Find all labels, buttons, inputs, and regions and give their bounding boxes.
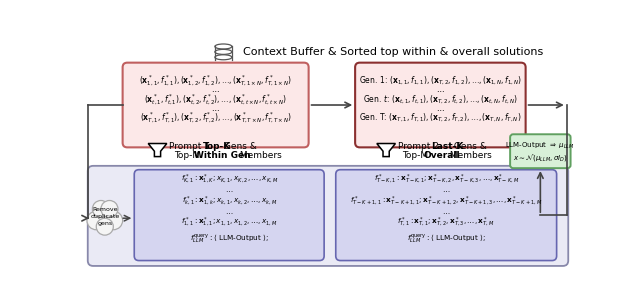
Text: Gen. T: $(\mathbf{x}_{T,1}, f_{T,1}), (\mathbf{x}_{T,2}, f_{T,2}),\ldots, (\math: Gen. T: $(\mathbf{x}_{T,1}, f_{T,1}), (\… (359, 112, 522, 124)
Text: $\cdots$: $\cdots$ (442, 209, 451, 215)
Text: Gens &: Gens & (221, 142, 257, 151)
Text: $f^*_{T-K+1,1}: \mathbf{x}^*_{T-K+1,1}; \mathbf{x}^*_{T-K+1,2}, \mathbf{x}^*_{T-: $f^*_{T-K+1,1}: \mathbf{x}^*_{T-K+1,1}; … (350, 195, 543, 208)
Ellipse shape (215, 55, 232, 60)
Text: $\cdots$: $\cdots$ (225, 188, 234, 193)
Text: Gens &: Gens & (451, 142, 487, 151)
Text: $\cdots$: $\cdots$ (436, 104, 445, 113)
Text: $\cdots$: $\cdots$ (442, 188, 451, 193)
Text: $\cdots$: $\cdots$ (211, 104, 220, 113)
FancyBboxPatch shape (355, 63, 525, 147)
Text: $(\mathbf{x}^*_{1,1},f^*_{1,1}),(\mathbf{x}^*_{1,2},f^*_{1,2}),\ldots,(\mathbf{x: $(\mathbf{x}^*_{1,1},f^*_{1,1}),(\mathbf… (139, 73, 292, 88)
Circle shape (87, 211, 106, 230)
Text: Top-M: Top-M (403, 150, 431, 160)
Polygon shape (148, 143, 167, 157)
Ellipse shape (215, 49, 232, 54)
Text: $x \sim \mathcal{N}(\mu_{LLM}, \sigma I_D)$: $x \sim \mathcal{N}(\mu_{LLM}, \sigma I_… (513, 153, 568, 164)
Text: Prompt 2:: Prompt 2: (397, 142, 444, 151)
Text: Top-M: Top-M (174, 150, 203, 160)
Text: $f^*_{k,1}: \mathbf{x}^*_{1,k}; x_{k,1}, x_{k,2},\ldots, x_{k,M}$: $f^*_{k,1}: \mathbf{x}^*_{1,k}; x_{k,1},… (182, 195, 277, 208)
Text: $(\mathbf{x}^*_{t,1},f^*_{t,1}),(\mathbf{x}^*_{t,2},f^*_{t,2}),\ldots,(\mathbf{x: $(\mathbf{x}^*_{t,1},f^*_{t,1}),(\mathbf… (144, 92, 287, 107)
Text: Overall: Overall (423, 150, 460, 160)
FancyBboxPatch shape (88, 166, 568, 266)
Circle shape (101, 201, 118, 217)
Polygon shape (377, 143, 396, 157)
Text: Context Buffer & Sorted top within & overall solutions: Context Buffer & Sorted top within & ove… (243, 47, 543, 57)
Text: Members: Members (237, 150, 282, 160)
Text: Remove
duplicate
gens: Remove duplicate gens (90, 207, 120, 226)
Text: $\cdots$: $\cdots$ (225, 209, 234, 215)
Text: LLM-Output $\Rightarrow$ $\mu_{LLM}$: LLM-Output $\Rightarrow$ $\mu_{LLM}$ (506, 141, 575, 151)
Circle shape (104, 211, 123, 230)
FancyBboxPatch shape (510, 134, 571, 168)
Text: Last-K: Last-K (431, 142, 463, 151)
Text: $f^*_{T-K,1}: \mathbf{x}^*_{T-K,1}; \mathbf{x}^*_{T-K,2}, \mathbf{x}^*_{T-K,3},\: $f^*_{T-K,1}: \mathbf{x}^*_{T-K,1}; \mat… (374, 173, 519, 186)
Text: $f^*_{1,1}: \mathbf{x}^*_{1,1}; x_{1,1}, x_{1,2},\ldots, x_{1,M}$: $f^*_{1,1}: \mathbf{x}^*_{1,1}; x_{1,1},… (181, 216, 278, 229)
Text: $f^{\mathrm{query}}_{LLM}: \langle$ LLM-Output $\rangle;$: $f^{\mathrm{query}}_{LLM}: \langle$ LLM-… (406, 232, 486, 244)
Text: $f^{\mathrm{query}}_{LLM}: \langle$ LLM-Output $\rangle;$: $f^{\mathrm{query}}_{LLM}: \langle$ LLM-… (189, 232, 269, 244)
Text: $(\mathbf{x}^*_{T,1},f^*_{T,1}),(\mathbf{x}^*_{T,2},f^*_{T,2}),\ldots,(\mathbf{x: $(\mathbf{x}^*_{T,1},f^*_{T,1}),(\mathbf… (140, 111, 292, 126)
Text: Within Gen: Within Gen (194, 150, 250, 160)
FancyBboxPatch shape (336, 170, 557, 261)
Circle shape (92, 204, 118, 230)
Circle shape (96, 218, 113, 235)
Ellipse shape (215, 44, 232, 49)
FancyBboxPatch shape (123, 63, 308, 147)
Text: $f^*_{T,1}: \mathbf{x}^*_{T,1}; \mathbf{x}^*_{T,2}, \mathbf{x}^*_{T,3},\ldots, \: $f^*_{T,1}: \mathbf{x}^*_{T,1}; \mathbf{… (397, 216, 495, 229)
FancyBboxPatch shape (134, 170, 324, 261)
Circle shape (92, 201, 109, 217)
Text: $\cdots$: $\cdots$ (211, 85, 220, 94)
Text: Members: Members (447, 150, 492, 160)
Text: Gen. 1: $(\mathbf{x}_{1,1}, f_{1,1}), (\mathbf{x}_{T,2}, f_{1,2}),\ldots, (\math: Gen. 1: $(\mathbf{x}_{1,1}, f_{1,1}), (\… (359, 74, 522, 87)
Text: Top-K: Top-K (202, 142, 230, 151)
Bar (215, 47, 232, 60)
Text: $f^*_{K,1}: \mathbf{x}^*_{1,K}; x_{K,1}, x_{K,2},\ldots, x_{K,M}$: $f^*_{K,1}: \mathbf{x}^*_{1,K}; x_{K,1},… (180, 173, 278, 186)
Text: Gen. $t$: $(\mathbf{x}_{t,1}, f_{t,1}), (\mathbf{x}_{T,2}, f_{t,2}),\ldots, (\ma: Gen. $t$: $(\mathbf{x}_{t,1}, f_{t,1}), … (363, 94, 518, 106)
Text: $\cdots$: $\cdots$ (436, 85, 445, 94)
Text: Prompt 1:: Prompt 1: (169, 142, 216, 151)
